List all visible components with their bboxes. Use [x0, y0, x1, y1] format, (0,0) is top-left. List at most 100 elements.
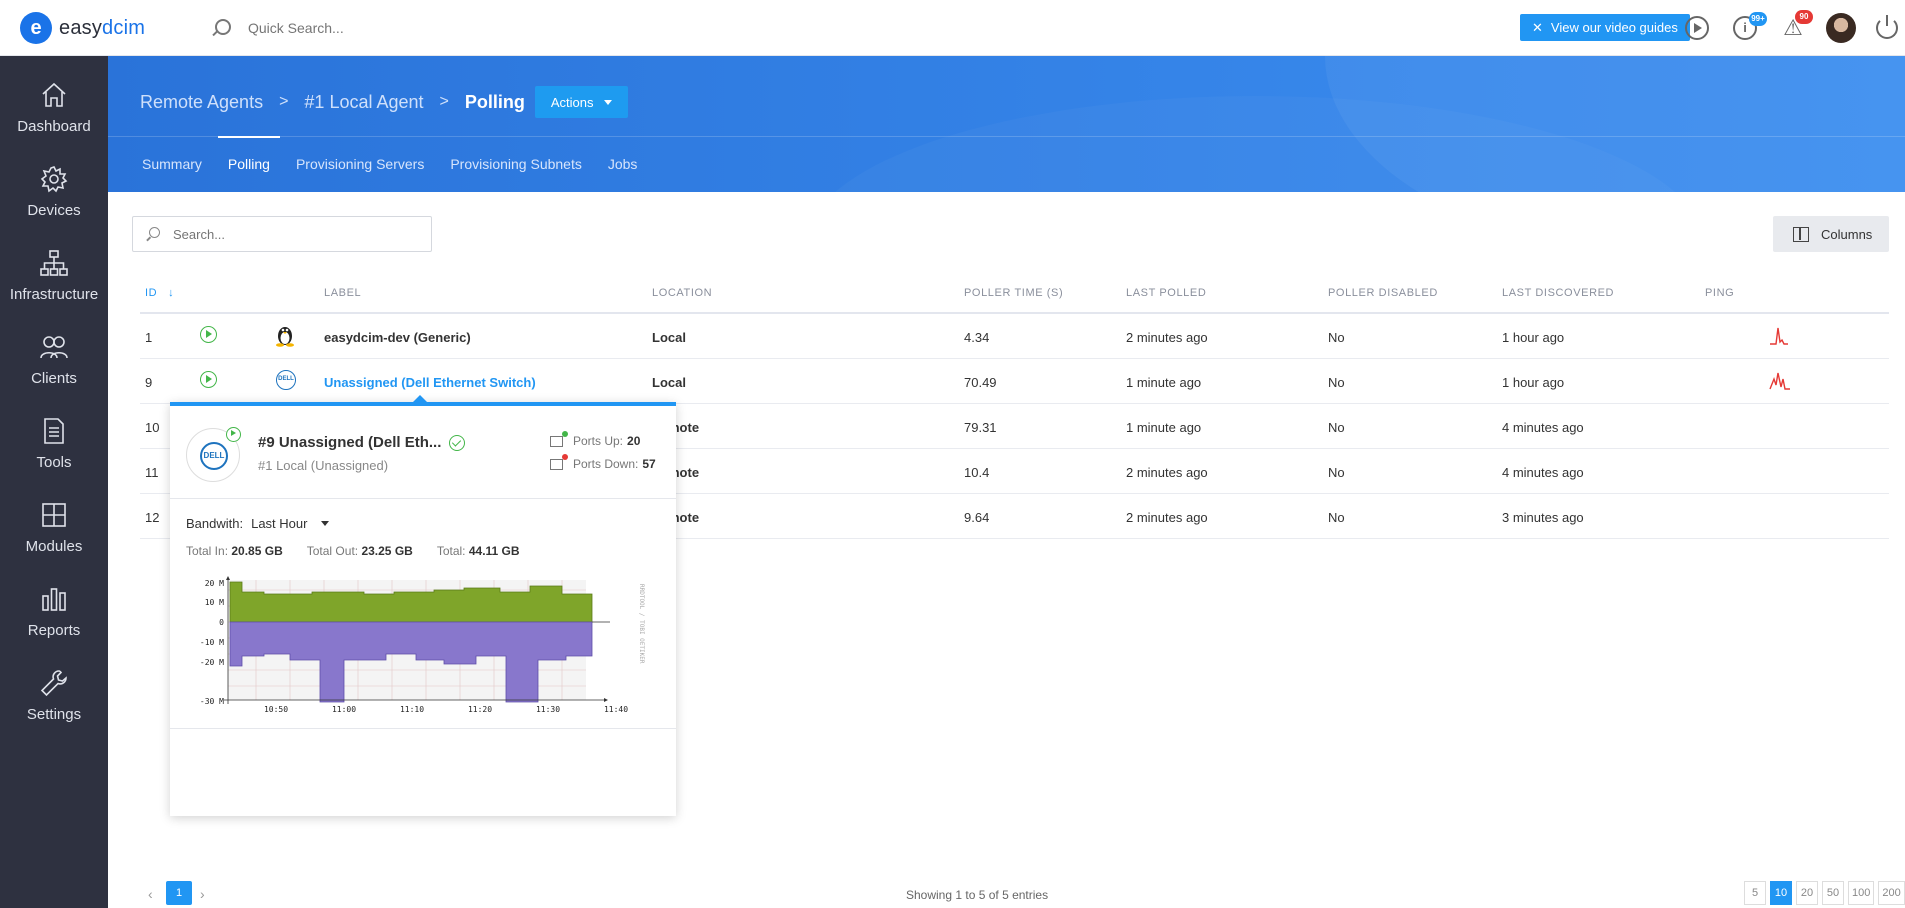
series-in — [229, 581, 593, 623]
ports-up-value: 20 — [627, 434, 641, 448]
avatar[interactable] — [1826, 13, 1856, 43]
col-label[interactable]: LABEL — [324, 287, 362, 299]
sidebar-item-tools[interactable]: Tools — [0, 404, 108, 488]
y-tick: 20 M — [205, 579, 224, 588]
play-status-icon[interactable] — [200, 326, 217, 343]
play-icon[interactable] — [1685, 16, 1709, 40]
total-out: Total Out: 23.25 GB — [307, 544, 413, 558]
row-label[interactable]: Unassigned (Dell Ethernet Switch) — [324, 375, 536, 390]
tab-summary[interactable]: Summary — [142, 156, 202, 172]
divider — [170, 498, 676, 499]
tab-polling[interactable]: Polling — [217, 136, 280, 172]
page-size-200[interactable]: 200 — [1878, 881, 1905, 905]
row-poller-disabled: No — [1328, 330, 1345, 345]
device-avatar: DELL — [186, 427, 241, 482]
row-last-polled: 2 minutes ago — [1126, 465, 1208, 480]
y-tick: -10 M — [200, 638, 224, 647]
page-size-selector: 5 10 20 50 100 200 — [1740, 881, 1905, 905]
col-ping[interactable]: PING — [1705, 287, 1735, 299]
play-status-icon[interactable] — [200, 371, 217, 388]
tab-jobs[interactable]: Jobs — [607, 156, 638, 172]
page-button-current[interactable]: 1 — [166, 881, 192, 905]
breadcrumb-remote-agents[interactable]: Remote Agents — [140, 91, 264, 112]
sidebar-item-clients[interactable]: Clients — [0, 320, 108, 404]
col-poller-time[interactable]: POLLER TIME (S) — [964, 287, 1064, 299]
table-row[interactable]: 1 easydcim-dev (Generic) Local 4.34 2 mi… — [140, 314, 1889, 359]
sidebar-item-modules[interactable]: Modules — [0, 488, 108, 572]
sidebar-item-devices[interactable]: Devices — [0, 152, 108, 236]
row-id: 12 — [145, 510, 160, 525]
table-row[interactable]: 12 mote 9.64 2 minutes ago No 3 minutes … — [140, 494, 1889, 539]
page-size-50[interactable]: 50 — [1822, 881, 1844, 905]
linux-icon — [276, 327, 294, 347]
actions-button[interactable]: Actions — [534, 86, 628, 118]
sidebar-item-infrastructure[interactable]: Infrastructure — [0, 236, 108, 320]
popup-subtitle: #1 Local (Unassigned) — [258, 458, 389, 473]
x-tick: 11:30 — [536, 705, 560, 714]
col-id[interactable]: ID ↓ — [145, 287, 175, 299]
logo[interactable]: e easydcim — [20, 12, 145, 44]
columns-icon — [1793, 226, 1809, 242]
sidebar-item-label: Devices — [27, 202, 81, 219]
play-status-icon — [226, 427, 241, 442]
page-size-100[interactable]: 100 — [1848, 881, 1875, 905]
sidebar-item-label: Tools — [36, 454, 72, 471]
sidebar-item-settings[interactable]: Settings — [0, 656, 108, 740]
table-search-input[interactable] — [173, 226, 413, 242]
chevron-right-icon[interactable]: › — [200, 886, 205, 902]
x-tick: 11:40 — [604, 705, 628, 714]
alerts-badge: 90 — [1795, 10, 1813, 24]
columns-button[interactable]: Columns — [1773, 216, 1889, 252]
row-last-discovered: 1 hour ago — [1502, 330, 1565, 345]
tab-provisioning-servers[interactable]: Provisioning Servers — [295, 156, 425, 172]
network-icon — [39, 248, 69, 278]
ping-sparkline[interactable] — [1768, 369, 1792, 393]
chevron-right-icon: > — [439, 93, 449, 110]
warning-icon[interactable]: ⚠ 90 — [1781, 10, 1813, 40]
col-poller-disabled[interactable]: POLLER DISABLED — [1328, 287, 1438, 299]
port-down-icon — [550, 453, 568, 470]
quick-search[interactable] — [210, 18, 508, 38]
close-icon[interactable]: ✕ — [1532, 19, 1543, 35]
chevron-left-icon[interactable]: ‹ — [148, 886, 153, 902]
row-last-discovered: 4 minutes ago — [1502, 420, 1584, 435]
gear-icon — [39, 164, 69, 194]
row-poller-time: 70.49 — [964, 375, 997, 390]
row-last-polled: 2 minutes ago — [1126, 330, 1208, 345]
row-poller-time: 10.4 — [964, 465, 990, 480]
y-tick: 10 M — [205, 598, 224, 607]
logo-text: easydcim — [59, 16, 146, 39]
row-last-polled: 1 minute ago — [1126, 420, 1202, 435]
tab-provisioning-subnets[interactable]: Provisioning Subnets — [450, 156, 582, 172]
total-in-value: 20.85 GB — [231, 544, 283, 558]
page-size-10[interactable]: 10 — [1770, 881, 1792, 905]
info-icon[interactable]: i 99+ — [1733, 12, 1767, 40]
bandwidth-totals: Total In: 20.85 GB Total Out: 23.25 GB T… — [186, 544, 544, 558]
row-location: Local — [652, 375, 686, 390]
table-row[interactable]: 11 mote 10.4 2 minutes ago No 4 minutes … — [140, 449, 1889, 494]
table-row[interactable]: 9 DELL Unassigned (Dell Ethernet Switch)… — [140, 359, 1889, 404]
row-label[interactable]: easydcim-dev (Generic) — [324, 330, 471, 345]
table-search[interactable] — [132, 216, 432, 252]
power-icon[interactable] — [1876, 15, 1898, 39]
document-icon — [39, 416, 69, 446]
columns-label: Columns — [1821, 226, 1873, 242]
x-tick: 11:10 — [400, 705, 424, 714]
quick-search-input[interactable] — [248, 20, 508, 36]
col-last-discovered[interactable]: LAST DISCOVERED — [1502, 287, 1615, 299]
video-guides-button[interactable]: ✕ View our video guides — [1520, 14, 1690, 41]
col-last-polled[interactable]: LAST POLLED — [1126, 287, 1207, 299]
sidebar-item-dashboard[interactable]: Dashboard — [0, 68, 108, 152]
popup-title-text: #9 Unassigned (Dell Eth... — [258, 434, 442, 451]
row-last-discovered: 1 hour ago — [1502, 375, 1565, 390]
page-size-5[interactable]: 5 — [1744, 881, 1766, 905]
sidebar-item-reports[interactable]: Reports — [0, 572, 108, 656]
bandwidth-range-value: Last Hour — [251, 516, 308, 531]
ping-sparkline[interactable] — [1768, 324, 1792, 348]
breadcrumb-local-agent[interactable]: #1 Local Agent — [304, 91, 424, 112]
page-size-20[interactable]: 20 — [1796, 881, 1818, 905]
col-location[interactable]: LOCATION — [652, 287, 713, 299]
row-id: 9 — [145, 375, 153, 390]
bandwidth-range-select[interactable]: Last Hour — [251, 516, 330, 531]
row-last-discovered: 3 minutes ago — [1502, 510, 1584, 525]
